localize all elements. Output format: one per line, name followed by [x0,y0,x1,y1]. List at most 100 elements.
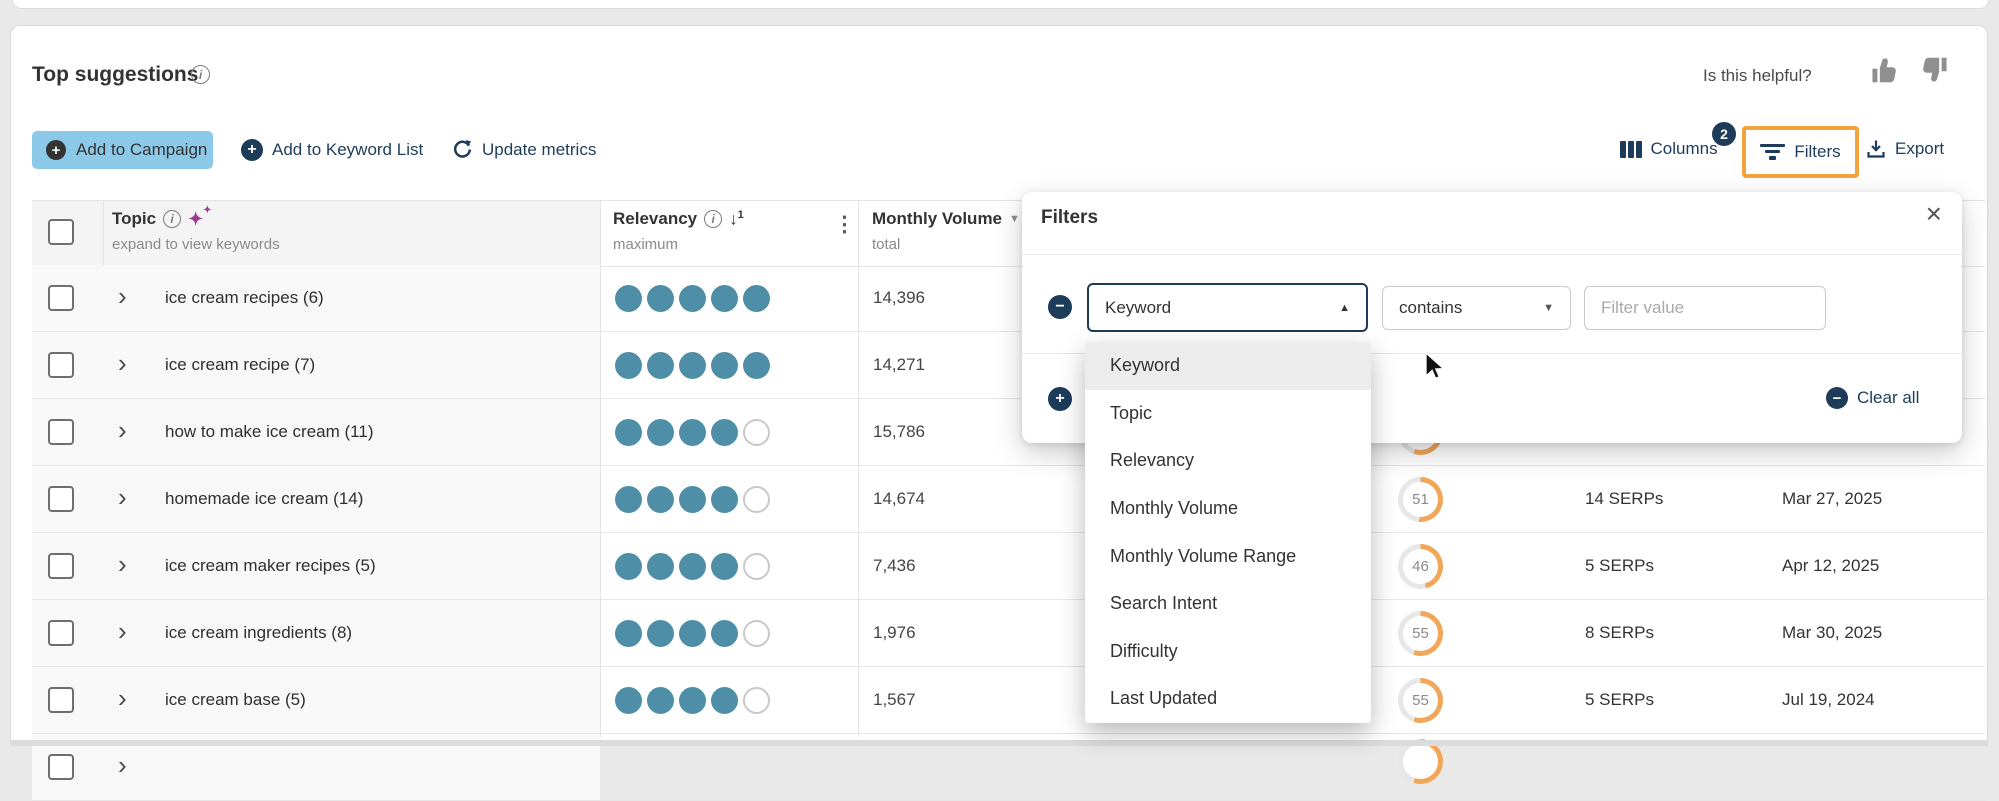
clear-all-button[interactable]: − Clear all [1826,387,1919,409]
filter-field-value: Keyword [1105,297,1172,317]
caret-up-icon: ▲ [1339,301,1350,314]
volume-header-label: Monthly Volume [872,209,1003,228]
relevancy-dot [615,352,642,379]
filter-field-option[interactable]: Monthly Volume Range [1110,545,1297,566]
expand-chevron-icon[interactable]: › [118,281,127,311]
row-checkbox[interactable] [48,754,74,780]
expand-chevron-icon[interactable]: › [118,616,127,646]
topic-label: ice cream ingredients (8) [165,623,353,642]
topic-cell-background [32,265,600,331]
divider [1022,254,1962,255]
difficulty-value: 46 [1403,549,1438,584]
relevancy-dots [615,285,770,312]
thumbs-up-icon[interactable] [1870,54,1902,86]
table-row[interactable]: › homemade ice cream (14) 14,674 51 14 SERPs… [32,466,1985,533]
table-header-background [32,200,600,266]
expand-chevron-icon[interactable]: › [118,415,127,445]
thumbs-down-icon[interactable] [1917,54,1949,86]
download-icon [1867,140,1885,158]
remove-filter-button[interactable]: − [1048,295,1072,319]
add-to-keyword-list-button[interactable]: + Add to Keyword List [241,139,423,161]
row-checkbox[interactable] [48,419,74,445]
add-to-campaign-button[interactable]: + Add to Campaign [32,131,213,169]
close-icon[interactable]: × [1925,198,1942,229]
relevancy-dots [615,486,770,513]
update-metrics-button[interactable]: Update metrics [452,139,596,160]
relevancy-dot [679,486,706,513]
relevancy-column-header[interactable]: Relevancy i ↓1 [613,209,744,230]
row-checkbox[interactable] [48,620,74,646]
difficulty-gauge: 46 [1398,544,1443,589]
mouse-cursor [1425,352,1446,380]
topic-column-header[interactable]: Topic i ✦ ✦ [112,206,214,229]
select-all-checkbox[interactable] [48,219,74,245]
relevancy-dot [679,620,706,647]
row-checkbox[interactable] [48,285,74,311]
filter-field-select[interactable]: Keyword ▲ [1087,283,1368,332]
difficulty-gauge: 55 [1398,611,1443,656]
columns-label: Columns [1650,139,1718,158]
export-label: Export [1895,139,1945,158]
relevancy-dot [711,285,738,312]
sort-descending-icon[interactable]: ↓1 [729,209,744,229]
plus-circle-icon: + [46,140,66,160]
relevancy-dot [647,687,674,714]
export-button[interactable]: Export [1866,139,1944,159]
table-row[interactable]: › ice cream ingredients (8) 1,976 55 8 SERPs… [32,600,1985,667]
filter-field-option[interactable]: Difficulty [1110,640,1178,661]
filter-operator-select[interactable]: contains ▼ [1382,286,1571,330]
monthly-volume-value: 15,786 [873,422,925,441]
row-checkbox[interactable] [48,486,74,512]
expand-chevron-icon[interactable]: › [118,683,127,713]
expand-chevron-icon[interactable]: › [118,750,127,780]
divider [600,200,601,737]
table-row[interactable]: › ice cream base (5) 1,567 55 5 SERPs Jul 19,… [32,667,1985,734]
volume-column-header[interactable]: Monthly Volume ▼ [872,209,1020,229]
difficulty-value: 55 [1403,616,1438,651]
upper-card-edge [12,0,1989,9]
relevancy-dot [711,553,738,580]
filter-value-input[interactable] [1584,286,1826,330]
table-row[interactable]: › ice cream recipe (7) 14,271 [32,332,1985,399]
relevancy-dot [647,419,674,446]
topic-cell-background [32,600,600,666]
filter-field-option[interactable]: Last Updated [1110,688,1218,709]
add-to-keyword-list-label: Add to Keyword List [272,140,424,159]
filter-field-option[interactable]: Topic [1110,402,1153,423]
relevancy-dot [615,687,642,714]
monthly-volume-value: 14,271 [873,355,925,374]
filters-button[interactable]: Filters [1742,126,1859,178]
row-checkbox[interactable] [48,553,74,579]
row-checkbox[interactable] [48,352,74,378]
horizontal-scrollbar[interactable] [10,740,1988,746]
filter-field-option[interactable]: Monthly Volume [1110,498,1239,519]
info-icon[interactable]: i [191,65,210,84]
caret-down-icon[interactable]: ▼ [1009,213,1020,225]
last-updated-date: Mar 30, 2025 [1782,623,1883,642]
columns-button[interactable]: Columns [1620,139,1718,159]
monthly-volume-value: 14,674 [873,489,925,508]
table-row[interactable]: › ice cream recipes (6) 14,396 [32,265,1985,332]
serps-count: 5 SERPs [1585,556,1654,575]
divider [32,266,1985,267]
expand-chevron-icon[interactable]: › [118,549,127,579]
table-row[interactable]: › how to make ice cream (11) 15,786 [32,399,1985,466]
add-filter-button[interactable]: + [1048,387,1072,411]
monthly-volume-value: 1,567 [873,690,916,709]
difficulty-gauge: 51 [1398,477,1443,522]
expand-chevron-icon[interactable]: › [118,482,127,512]
topic-label: how to make ice cream (11) [165,422,374,441]
relevancy-dot [743,285,770,312]
kebab-menu-icon[interactable]: ⋮ [834,213,855,236]
relevancy-dots [615,687,770,714]
expand-chevron-icon[interactable]: › [118,348,127,378]
row-checkbox[interactable] [48,687,74,713]
info-icon[interactable]: i [163,210,182,228]
table-row[interactable]: › ice cream maker recipes (5) 7,436 46 5 SER… [32,533,1985,600]
topic-label: homemade ice cream (14) [165,489,364,508]
filter-field-option[interactable]: Search Intent [1110,593,1218,614]
filter-field-option[interactable]: Keyword [1085,342,1371,390]
relevancy-dot [615,553,642,580]
filter-field-option[interactable]: Relevancy [1110,450,1195,471]
info-icon[interactable]: i [704,210,723,229]
